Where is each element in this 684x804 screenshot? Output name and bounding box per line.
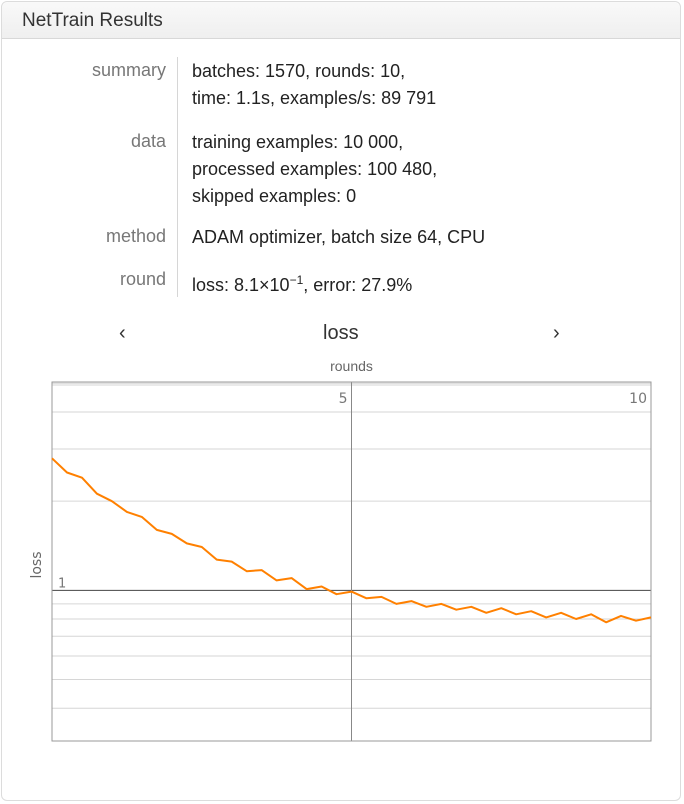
summary-value: batches: 1570, rounds: 10, time: 1.1s, e… bbox=[192, 58, 436, 112]
data-line: training examples: 10 000, bbox=[192, 132, 404, 152]
summary-line: batches: 1570, rounds: 10, bbox=[192, 61, 406, 81]
error-text: , error: 27.9% bbox=[303, 275, 413, 295]
x-axis-label: rounds bbox=[330, 358, 373, 374]
window-title: NetTrain Results bbox=[22, 10, 163, 31]
data-label: data bbox=[130, 131, 166, 151]
round-label: round bbox=[119, 269, 166, 289]
method-value: ADAM optimizer, batch size 64, CPU bbox=[192, 224, 485, 251]
method-label: method bbox=[105, 226, 166, 246]
data-value: training examples: 10 000, processed exa… bbox=[192, 129, 437, 210]
loss-exponent: −1 bbox=[289, 273, 304, 287]
column-divider bbox=[177, 57, 178, 297]
chevron-right-icon[interactable]: › bbox=[553, 322, 560, 344]
method-line: ADAM optimizer, batch size 64, CPU bbox=[192, 227, 486, 247]
chevron-left-icon[interactable]: ‹ bbox=[119, 322, 126, 344]
data-line: processed examples: 100 480, bbox=[192, 159, 438, 179]
summary-label: summary bbox=[91, 60, 166, 80]
loss-text: loss: 8.1×10 bbox=[192, 275, 290, 295]
data-line: skipped examples: 0 bbox=[192, 186, 357, 206]
title-bar: NetTrain Results bbox=[2, 2, 680, 39]
plot-selector-label: loss bbox=[323, 322, 359, 344]
round-value: loss: 8.1×10−1, error: 27.9% bbox=[192, 267, 412, 299]
summary-line: time: 1.1s, examples/s: 89 791 bbox=[192, 88, 437, 108]
